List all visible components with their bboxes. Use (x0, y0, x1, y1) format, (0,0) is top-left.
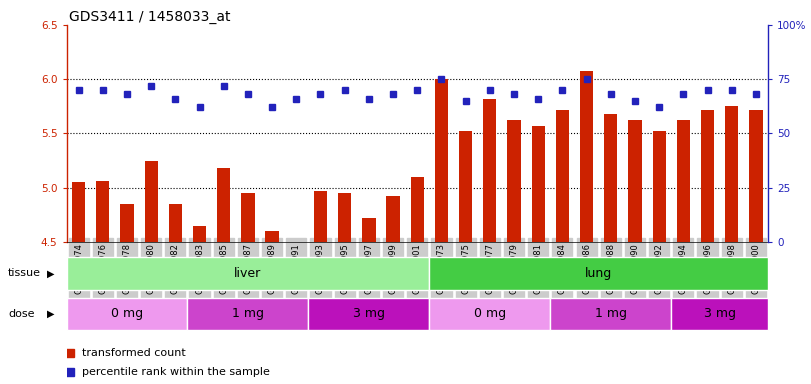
Text: liver: liver (234, 267, 262, 280)
Bar (290, 242, 303, 247)
Text: transformed count: transformed count (82, 348, 186, 358)
Text: lung: lung (585, 267, 612, 280)
Bar (429, 257, 768, 290)
Bar (314, 191, 327, 242)
Bar (386, 196, 400, 242)
Bar (97, 181, 109, 242)
Bar (725, 106, 738, 242)
Bar (749, 109, 762, 242)
Text: 3 mg: 3 mg (353, 308, 385, 320)
Bar (308, 298, 429, 330)
Text: 0 mg: 0 mg (474, 308, 506, 320)
Bar (144, 161, 158, 242)
Text: ▶: ▶ (47, 309, 54, 319)
Bar (483, 99, 496, 242)
Bar (67, 257, 429, 290)
Bar (169, 204, 182, 242)
Text: 1 mg: 1 mg (594, 308, 627, 320)
Bar (653, 131, 666, 242)
Bar (429, 298, 551, 330)
Text: ▶: ▶ (47, 268, 54, 278)
Bar (556, 109, 569, 242)
Text: 1 mg: 1 mg (232, 308, 264, 320)
Bar (551, 298, 672, 330)
Text: dose: dose (8, 309, 35, 319)
Text: tissue: tissue (8, 268, 41, 278)
Bar (193, 226, 206, 242)
Bar (265, 231, 279, 242)
Bar (672, 298, 768, 330)
Bar (242, 193, 255, 242)
Bar (676, 121, 690, 242)
Bar (67, 298, 187, 330)
Bar (120, 204, 134, 242)
Bar (459, 131, 472, 242)
Bar (187, 298, 308, 330)
Bar (508, 121, 521, 242)
Bar (580, 71, 593, 242)
Bar (72, 182, 85, 242)
Bar (629, 121, 642, 242)
Text: 0 mg: 0 mg (111, 308, 143, 320)
Bar (604, 114, 617, 242)
Bar (217, 168, 230, 242)
Text: 3 mg: 3 mg (704, 308, 736, 320)
Text: percentile rank within the sample: percentile rank within the sample (82, 367, 270, 377)
Bar (410, 177, 424, 242)
Bar (338, 193, 351, 242)
Bar (363, 218, 375, 242)
Text: GDS3411 / 1458033_at: GDS3411 / 1458033_at (69, 10, 230, 23)
Bar (531, 126, 545, 242)
Bar (701, 109, 714, 242)
Bar (435, 79, 448, 242)
